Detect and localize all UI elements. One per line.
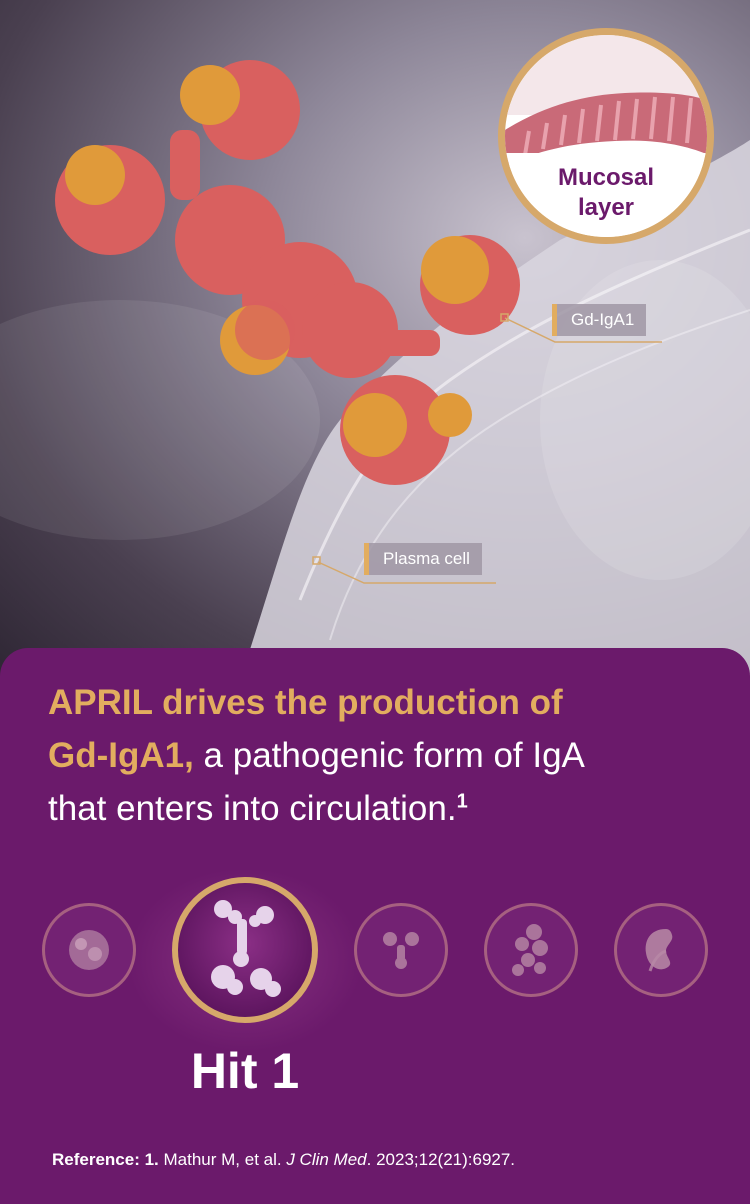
cell-icon bbox=[69, 930, 109, 970]
headline: APRIL drives the production of Gd-IgA1, … bbox=[48, 683, 585, 828]
footnote-marker: 1 bbox=[456, 790, 468, 813]
gd-iga1-molecule bbox=[55, 60, 520, 485]
antibody-icon bbox=[383, 932, 419, 969]
hit-item-antibody[interactable] bbox=[354, 903, 448, 997]
antibody-chain-icon bbox=[211, 900, 281, 997]
mucosal-tissue-icon bbox=[505, 35, 707, 237]
reference: Reference: 1. Mathur M, et al. J Clin Me… bbox=[52, 1150, 516, 1169]
hero-illustration: Mucosal layer Gd-IgA1 Plasma cell bbox=[0, 0, 750, 680]
mucosal-layer-inset: Mucosal layer bbox=[498, 28, 714, 244]
mucosal-layer-label: Mucosal layer bbox=[557, 164, 655, 221]
active-hit-label: Hit 1 bbox=[190, 1043, 300, 1099]
hit-item-cell[interactable] bbox=[42, 903, 136, 997]
hit-selector bbox=[0, 870, 750, 1050]
kidney-icon bbox=[645, 929, 673, 972]
hit-item-antibody-chain[interactable] bbox=[172, 877, 318, 1023]
hit-item-immune-complex[interactable] bbox=[484, 903, 578, 997]
plasma-cell-callout: Plasma cell bbox=[364, 543, 482, 575]
hit-item-kidney[interactable] bbox=[614, 903, 708, 997]
gd-iga1-callout: Gd-IgA1 bbox=[552, 304, 647, 336]
immune-complex-icon bbox=[512, 924, 548, 976]
